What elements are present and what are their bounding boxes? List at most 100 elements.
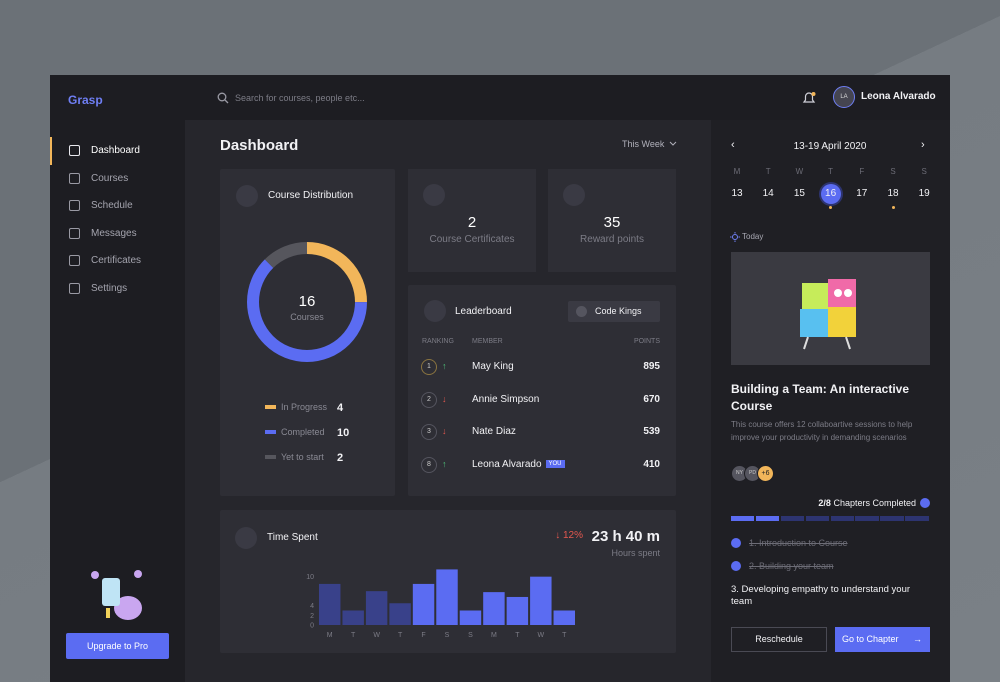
day[interactable]: 14: [762, 188, 774, 199]
legend-swatch: [265, 405, 276, 409]
card-icon: [236, 185, 258, 207]
nav-icon[interactable]: [69, 172, 80, 184]
chapter: 3. Developing empathy to understand your…: [731, 584, 911, 607]
reschedule-button[interactable]: Reschedule: [731, 627, 827, 652]
day[interactable]: 19: [918, 188, 930, 199]
legend-swatch: [265, 455, 276, 459]
progress-text: Chapters Completed: [833, 498, 916, 508]
bell-icon[interactable]: [801, 90, 817, 106]
upgrade-button[interactable]: Upgrade to Pro: [66, 633, 169, 659]
progress-segment: [905, 516, 929, 521]
progress-check: [920, 498, 930, 508]
mascot: [91, 570, 142, 620]
x-tick-label: S: [468, 632, 473, 639]
progress-segment: [880, 516, 904, 521]
bar: [412, 583, 435, 625]
legend-value: 4: [337, 402, 344, 414]
next-week[interactable]: ›: [921, 139, 925, 151]
nav-item[interactable]: Courses: [91, 172, 129, 184]
stat-value: 35: [603, 214, 621, 231]
nav-item[interactable]: Schedule: [91, 200, 133, 211]
search-icon: [217, 92, 229, 104]
day[interactable]: 17: [856, 188, 868, 199]
day[interactable]: 15: [793, 188, 805, 199]
y-tick-label: 0: [310, 623, 314, 630]
x-tick-label: T: [562, 632, 567, 639]
prev-week[interactable]: ‹: [731, 139, 735, 151]
rank: 3: [421, 424, 437, 440]
weekday: S: [921, 167, 927, 176]
nav-icon[interactable]: [69, 282, 80, 294]
nav-item[interactable]: Messages: [91, 227, 137, 239]
stat-icon: [423, 184, 445, 206]
nav-icon[interactable]: [69, 200, 80, 211]
user-name[interactable]: Leona Alvarado: [861, 91, 936, 102]
bar: [459, 610, 482, 625]
today-label: Today: [742, 232, 764, 241]
rank: 8: [421, 456, 437, 473]
bar: [365, 591, 388, 625]
legend-value: 2: [337, 452, 343, 464]
course-description: This course offers 12 collaboartive sess…: [731, 420, 913, 442]
search-input[interactable]: Search for courses, people etc...: [235, 93, 365, 103]
active-indicator: [50, 137, 52, 165]
selected-day: [820, 184, 841, 204]
sun-icon: [730, 232, 740, 242]
bar: [506, 596, 529, 625]
day[interactable]: 18: [887, 188, 899, 199]
points: 670: [643, 393, 660, 405]
nav-item[interactable]: Certificates: [91, 255, 142, 266]
nav-icon[interactable]: [69, 145, 80, 156]
member-name: May King: [472, 361, 514, 372]
chapter-button[interactable]: Go to Chapter →: [835, 627, 930, 652]
filter-icon: [576, 306, 587, 317]
day[interactable]: 16: [825, 188, 837, 199]
donut-segment: [247, 242, 367, 362]
period-select[interactable]: This Week: [622, 139, 665, 149]
course-title: Building a Team: An interactive Course: [731, 382, 910, 413]
day[interactable]: 13: [731, 188, 743, 199]
y-tick-label: 10: [306, 574, 314, 581]
column-header: MEMBER: [472, 338, 503, 345]
bar-chart: 0 2 4 10 M T W T F S S M T W T: [306, 569, 575, 639]
weekday: T: [765, 167, 771, 176]
weekday: S: [890, 167, 896, 176]
member-name: Leona Alvarado: [472, 458, 542, 470]
calendar-range: 13-19 April 2020: [793, 141, 867, 152]
chapter-button-label[interactable]: Go to Chapter: [842, 634, 899, 644]
page-title: Dashboard: [220, 137, 299, 154]
nav-item[interactable]: Settings: [91, 282, 128, 294]
bar: [319, 583, 341, 625]
x-tick-label: M: [327, 632, 333, 639]
x-tick-label: W: [538, 632, 545, 639]
weekday: F: [859, 167, 865, 176]
nav-icon[interactable]: [69, 227, 80, 239]
arrow: →: [913, 634, 922, 644]
distribution-card: [220, 169, 395, 496]
member-name: Annie Simpson: [472, 393, 540, 405]
card-icon: [424, 300, 446, 322]
column-header: RANKING: [422, 338, 454, 345]
points: 895: [643, 361, 660, 372]
card-title: Leaderboard: [455, 306, 512, 317]
legend-swatch: [265, 430, 276, 434]
right-panel: [711, 120, 950, 682]
nav-icon[interactable]: [69, 255, 80, 266]
weekday: W: [795, 167, 804, 176]
card-title: Course Distribution: [268, 190, 354, 201]
nav-item[interactable]: Dashboard: [91, 145, 140, 156]
stat-label: Reward points: [580, 234, 644, 245]
avatar-more: +6: [757, 465, 774, 482]
you-badge: YOU: [545, 459, 565, 468]
x-tick-label: M: [491, 632, 497, 639]
brand: Grasp: [68, 93, 103, 107]
trend-arrow: ↑: [442, 361, 447, 371]
filter-select[interactable]: [568, 301, 660, 322]
x-tick-label: S: [445, 632, 450, 639]
card-icon: [235, 527, 257, 549]
weekday: T: [828, 167, 834, 176]
user-avatar[interactable]: LA: [833, 86, 855, 108]
chapter-check: [731, 538, 741, 548]
filter-label[interactable]: Code Kings: [595, 306, 642, 316]
